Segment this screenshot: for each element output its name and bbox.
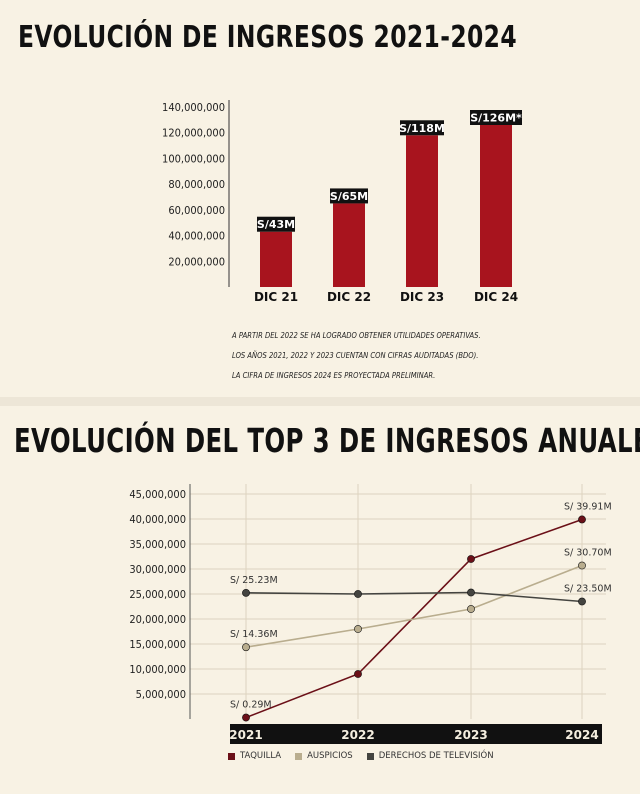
line-x-tick-label: 2024 [565,728,598,742]
series-point [578,597,586,606]
bar-y-tick-label: 140,000,000 [162,101,225,114]
bar-x-tick-label: DIC 24 [474,290,518,304]
bar-chart: 20,000,000 40,000,000 60,000,000 80,000,000… [162,100,522,304]
point-value-label: S/ 39.91M [564,501,612,512]
legend-label-taquilla: TAQUILLA [240,751,282,761]
bar-label-background [470,110,522,125]
line-chart-legend: TAQUILLA AUSPICIOS DERECHOS DE TELEVISIÓ… [228,751,494,761]
legend-swatch-taquilla [228,752,235,760]
bar-label-background [330,188,368,204]
series-line [245,591,583,603]
revenue-panel [0,0,640,397]
legend-swatch-auspicios [295,752,303,760]
bar-y-tick-label: 80,000,000 [168,178,225,191]
line-y-tick-label: 10,000,000 [129,663,186,676]
line-chart-title: EVOLUCIÓN DEL TOP 3 DE INGRESOS ANUALES [14,421,640,460]
series-point [354,670,362,678]
bar-value-label: S/65M [330,190,368,203]
series-point [242,643,250,652]
legend-item-taquilla: TAQUILLA [228,751,281,761]
point-value-label: S/ 23.50M [564,584,612,595]
point-value-label: S/ 25.23M [230,575,278,586]
bar-y-tick-label: 100,000,000 [162,152,225,165]
series-point [242,588,250,597]
bar-value-label: S/43M [257,218,295,231]
series-point [578,515,586,524]
revenue-bar [480,125,512,287]
legend-item-derechos-tv: DERECHOS DE TELEVISIÓN [366,751,494,761]
bar-y-tick-label: 20,000,000 [168,255,225,268]
bar-y-tick-label: 40,000,000 [168,230,225,243]
series-point [467,555,475,563]
series-point [354,590,362,598]
line-y-tick-label: 35,000,000 [129,538,186,551]
line-y-tick-label: 40,000,000 [129,513,186,526]
bar-y-tick-label: 120,000,000 [162,127,225,140]
series-line [245,518,583,719]
bar-x-tick-label: DIC 22 [327,290,371,304]
line-y-tick-label: 5,000,000 [136,688,186,701]
legend-swatch-derechos-tv [366,752,374,760]
line-y-tick-label: 20,000,000 [129,613,186,626]
footnote-3: LA CIFRA DE INGRESOS 2024 ES PROYECTADA … [232,371,436,380]
legend-label-derechos-tv: DERECHOS DE TELEVISIÓN [378,751,494,761]
series-line [245,564,583,648]
point-value-label: S/ 30.70M [564,548,612,559]
footnote-1: A PARTIR DEL 2022 SE HA LOGRADO OBTENER … [232,331,481,340]
series-point [354,625,362,633]
legend-label-auspicios: AUSPICIOS [307,751,353,761]
line-y-tick-label: 45,000,000 [129,488,186,501]
series-point [578,561,586,570]
bar-chart-title: EVOLUCIÓN DE INGRESOS 2021-2024 [18,20,518,55]
revenue-bar [406,135,438,287]
bar-label-background [400,120,444,136]
line-x-tick-label: 2021 [229,728,262,742]
line-x-tick-label: 2023 [454,728,487,742]
x-axis-band [230,724,602,744]
bar-value-label: S/126M* [470,112,522,125]
revenue-bar [333,203,365,287]
line-y-tick-label: 15,000,000 [129,638,186,651]
line-y-tick-label: 25,000,000 [129,588,186,601]
legend-item-auspicios: AUSPICIOS [295,751,353,761]
revenue-bar [260,231,292,287]
bar-label-background [257,216,295,232]
point-value-label: S/ 14.36M [230,629,278,640]
bar-x-tick-label: DIC 23 [400,290,444,304]
point-value-label: S/ 0.29M [230,700,272,711]
bar-x-tick-label: DIC 21 [254,290,298,304]
footnote-2: LOS AÑOS 2021, 2022 Y 2023 CUENTAN CON C… [232,351,479,360]
section-divider [0,397,640,406]
bar-y-tick-label: 60,000,000 [168,204,225,217]
series-point [467,588,475,597]
line-x-tick-label: 2022 [341,728,374,742]
series-point [467,605,475,613]
bar-value-label: S/118M [399,122,445,135]
line-y-tick-label: 30,000,000 [129,563,186,576]
series-point [242,713,250,722]
